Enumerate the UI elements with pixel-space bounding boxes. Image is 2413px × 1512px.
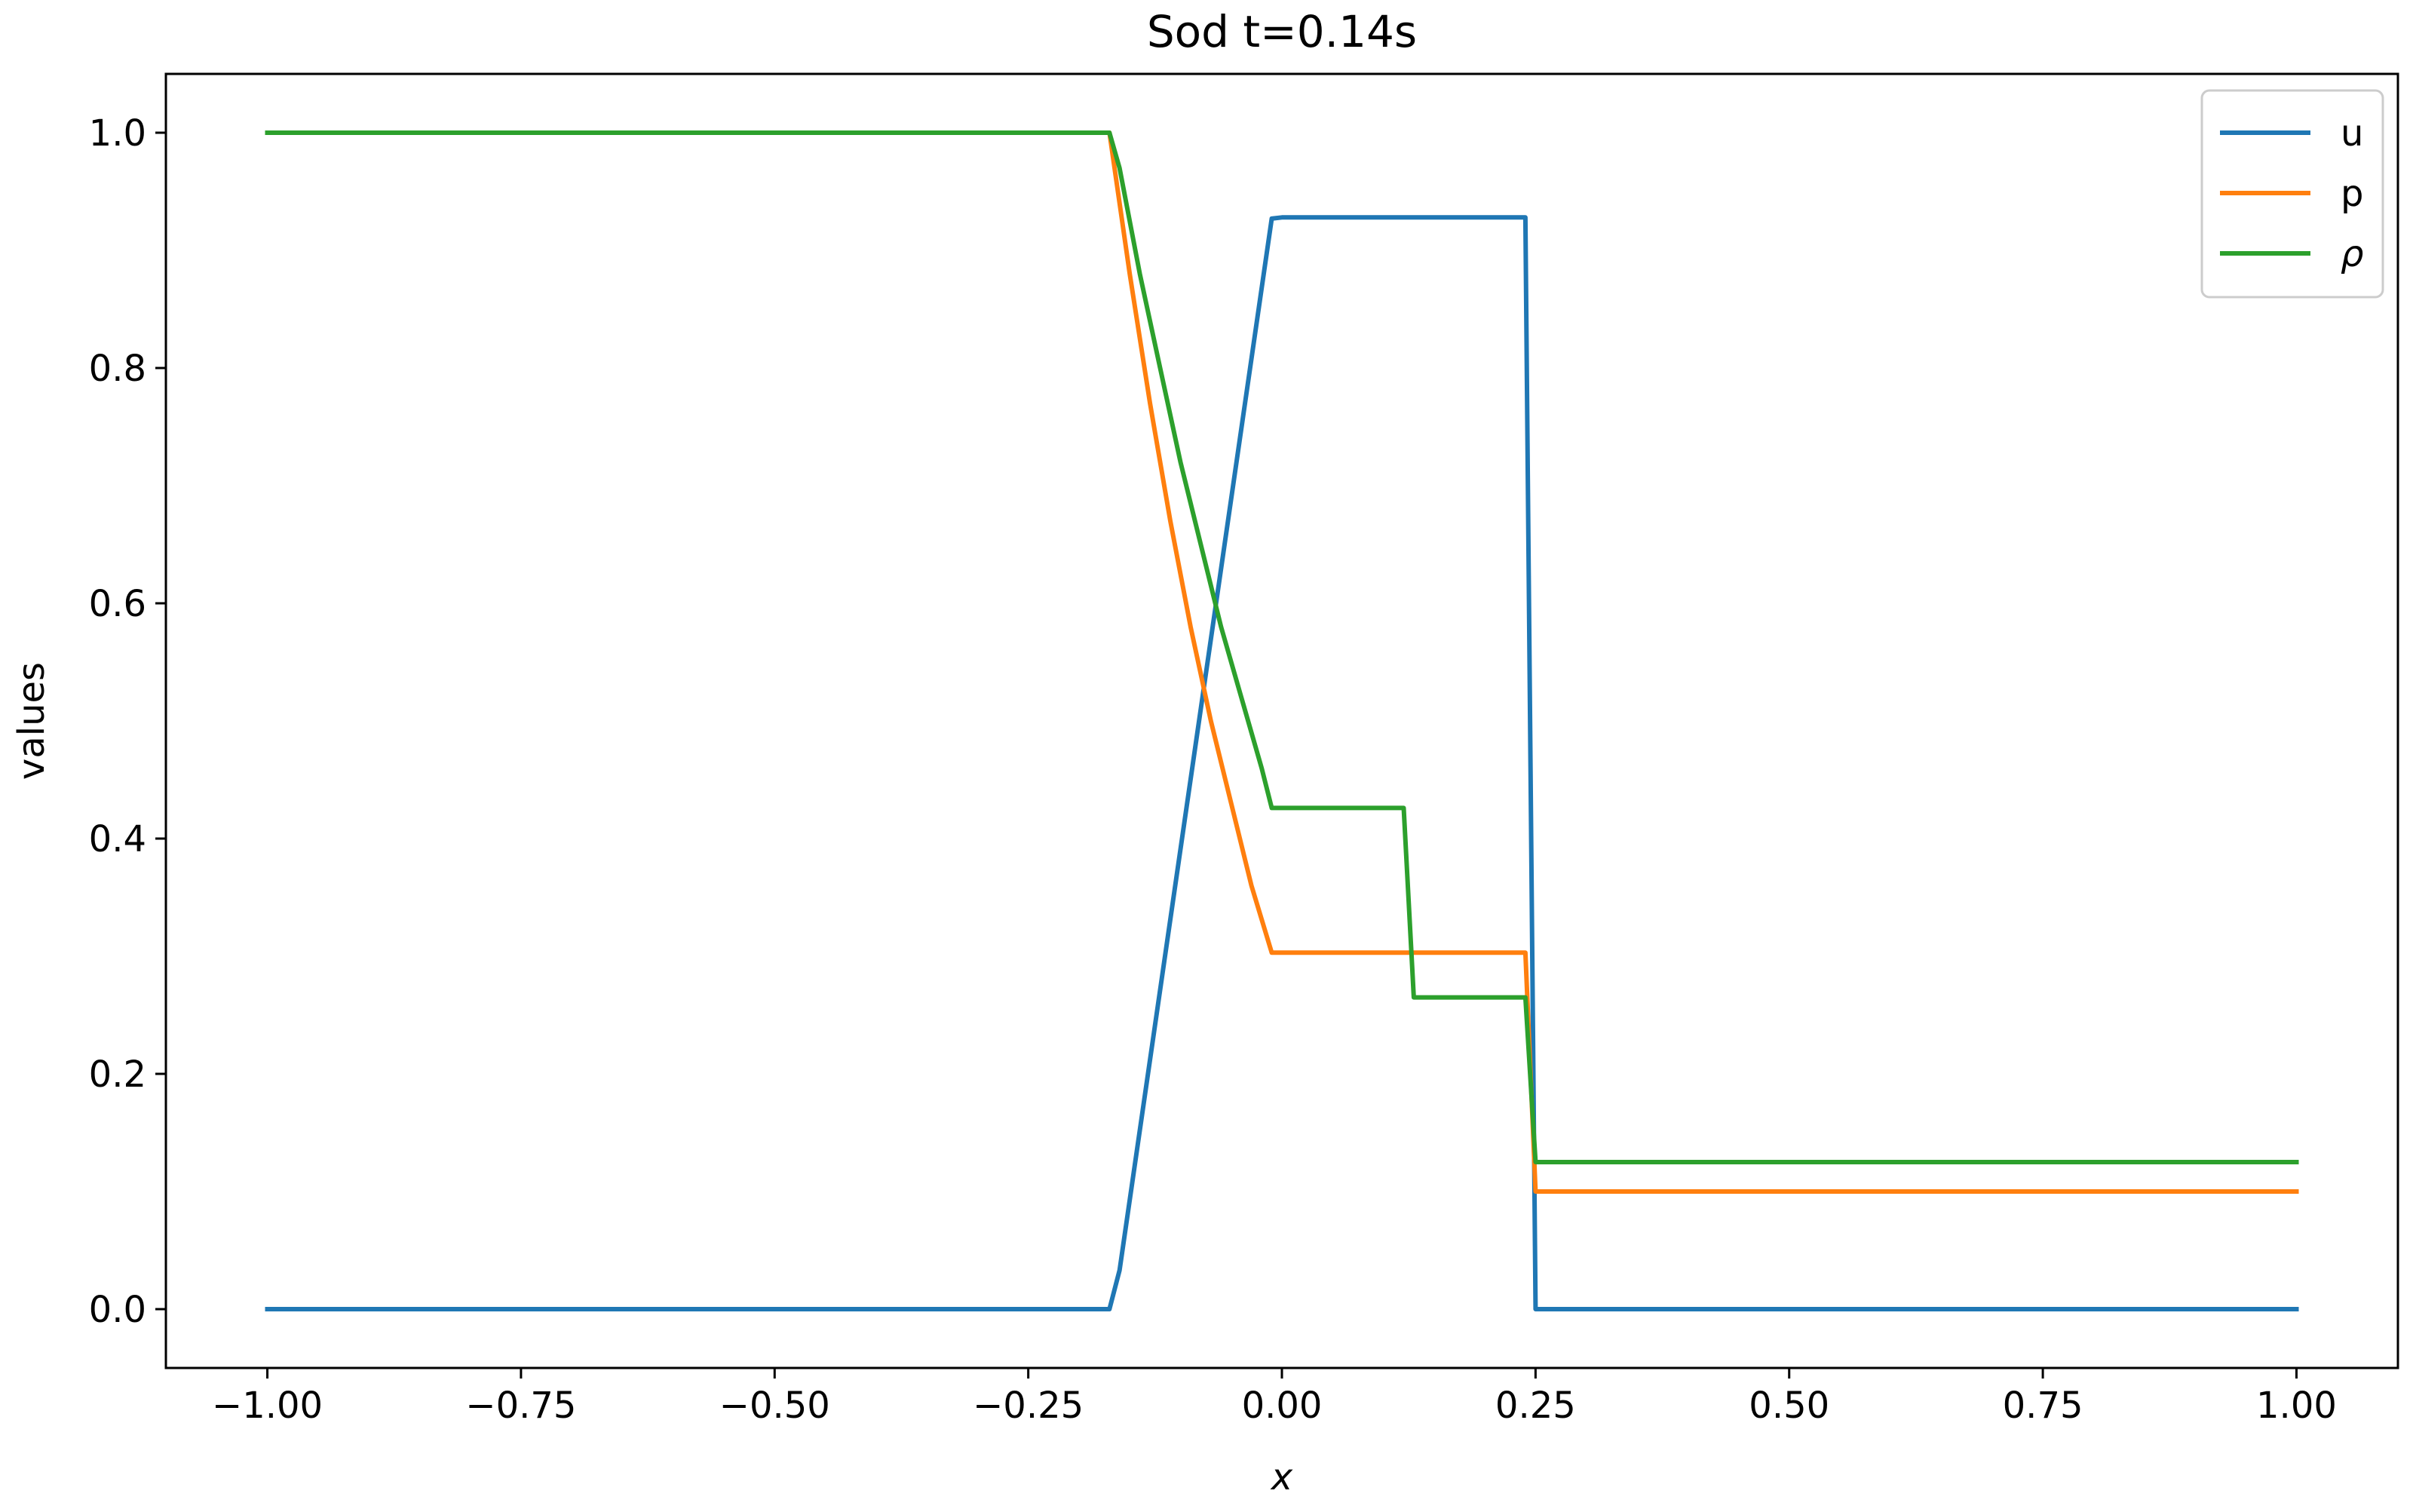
- x-tick-label: −0.50: [719, 1385, 830, 1427]
- series-layer: [265, 130, 2299, 1311]
- x-tick-label: 0.25: [1495, 1385, 1576, 1427]
- x-tick-label: 0.75: [2003, 1385, 2083, 1427]
- x-tick-label: 0.50: [1749, 1385, 1829, 1427]
- chart-title: Sod t=0.14s: [1147, 6, 1417, 57]
- y-tick-label: 1.0: [89, 112, 146, 155]
- x-axis-ticks: −1.00 −0.75 −0.50 −0.25 0.00 0.25 0.50 0.75 1.00: [212, 1368, 2337, 1427]
- x-tick-label: −0.75: [465, 1385, 576, 1427]
- y-tick-label: 0.0: [89, 1289, 146, 1331]
- x-tick-label: 0.00: [1242, 1385, 1323, 1427]
- series-line-2: [265, 130, 2299, 1164]
- y-tick-label: 0.8: [89, 348, 146, 390]
- legend-label: u: [2341, 112, 2363, 155]
- legend-items: upρ: [2220, 112, 2363, 275]
- y-tick-label: 0.4: [89, 818, 146, 860]
- legend-label: p: [2341, 173, 2363, 215]
- series-line-1: [265, 130, 2299, 1194]
- x-tick-label: −1.00: [212, 1385, 323, 1427]
- y-axis-label: values: [11, 662, 53, 780]
- y-tick-label: 0.6: [89, 583, 146, 625]
- y-tick-label: 0.2: [89, 1053, 146, 1096]
- x-tick-label: 1.00: [2256, 1385, 2337, 1427]
- x-tick-label: −0.25: [973, 1385, 1084, 1427]
- legend-label: ρ: [2341, 233, 2363, 275]
- x-axis-label: x: [1270, 1456, 1293, 1498]
- legend: upρ: [2200, 89, 2384, 299]
- y-axis-ticks: 0.0 0.2 0.4 0.6 0.8 1.0: [89, 112, 166, 1331]
